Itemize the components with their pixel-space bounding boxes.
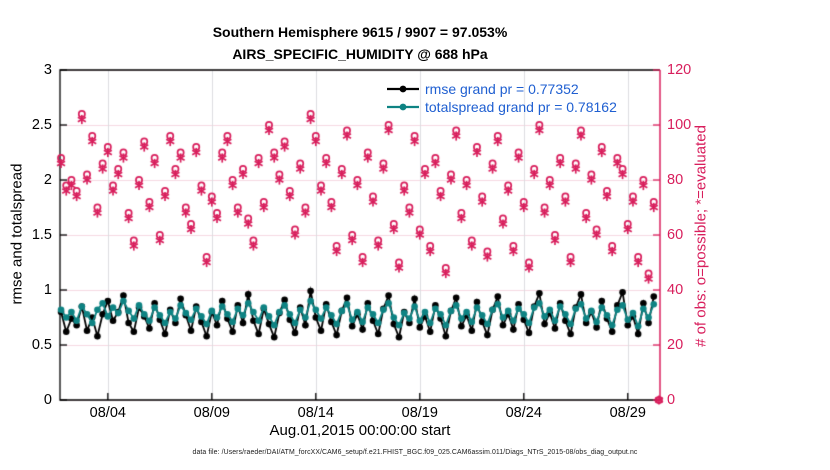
y-axis-right-label: # of obs: o=possible; *=evaluated bbox=[692, 125, 710, 347]
y-left-tick-label: 2 bbox=[43, 172, 52, 188]
x-tick-label: 08/19 bbox=[401, 405, 438, 421]
y-right-tick-label: 60 bbox=[667, 227, 684, 243]
y-right-tick-label: 40 bbox=[667, 282, 684, 298]
chart-title-block: Southern Hemisphere 9615 / 9907 = 97.053… bbox=[60, 21, 660, 65]
x-tick-label: 08/14 bbox=[297, 405, 334, 421]
chart-title: Southern Hemisphere 9615 / 9907 = 97.053… bbox=[212, 24, 508, 40]
legend-item-totalspread: totalspread grand pr = 0.78162 bbox=[386, 98, 617, 116]
chart-subtitle: AIRS_SPECIFIC_HUMIDITY @ 688 hPa bbox=[232, 46, 488, 62]
x-tick-label: 08/29 bbox=[609, 405, 646, 421]
y-right-tick-label: 0 bbox=[667, 392, 676, 408]
legend-label-rmse: rmse grand pr = 0.77352 bbox=[425, 81, 579, 97]
y-right-tick-label: 80 bbox=[667, 172, 684, 188]
legend: rmse grand pr = 0.77352 totalspread gran… bbox=[386, 80, 617, 116]
x-axis-label: Aug.01,2015 00:00:00 start bbox=[269, 422, 451, 439]
legend-item-rmse: rmse grand pr = 0.77352 bbox=[386, 80, 617, 98]
y-left-tick-label: 1 bbox=[43, 282, 52, 298]
y-left-tick-label: 1.5 bbox=[31, 227, 52, 243]
y-left-tick-label: 3 bbox=[43, 62, 52, 78]
x-tick-label: 08/24 bbox=[505, 405, 542, 421]
totalspread-line-swatch-icon bbox=[387, 103, 419, 111]
y-right-tick-label: 100 bbox=[667, 117, 692, 133]
rmse-line-swatch-icon bbox=[387, 85, 419, 93]
y-right-tick-label: 20 bbox=[667, 337, 684, 353]
y-right-tick-label: 120 bbox=[667, 62, 692, 78]
datafile-caption: data file: /Users/raeder/DAI/ATM_forcXX/… bbox=[192, 449, 638, 456]
y-left-tick-label: 0 bbox=[43, 392, 52, 408]
legend-label-totalspread: totalspread grand pr = 0.78162 bbox=[425, 99, 617, 115]
x-tick-label: 08/09 bbox=[193, 405, 230, 421]
y-left-tick-label: 2.5 bbox=[31, 117, 52, 133]
y-left-tick-label: 0.5 bbox=[31, 337, 52, 353]
x-tick-label: 08/04 bbox=[89, 405, 126, 421]
